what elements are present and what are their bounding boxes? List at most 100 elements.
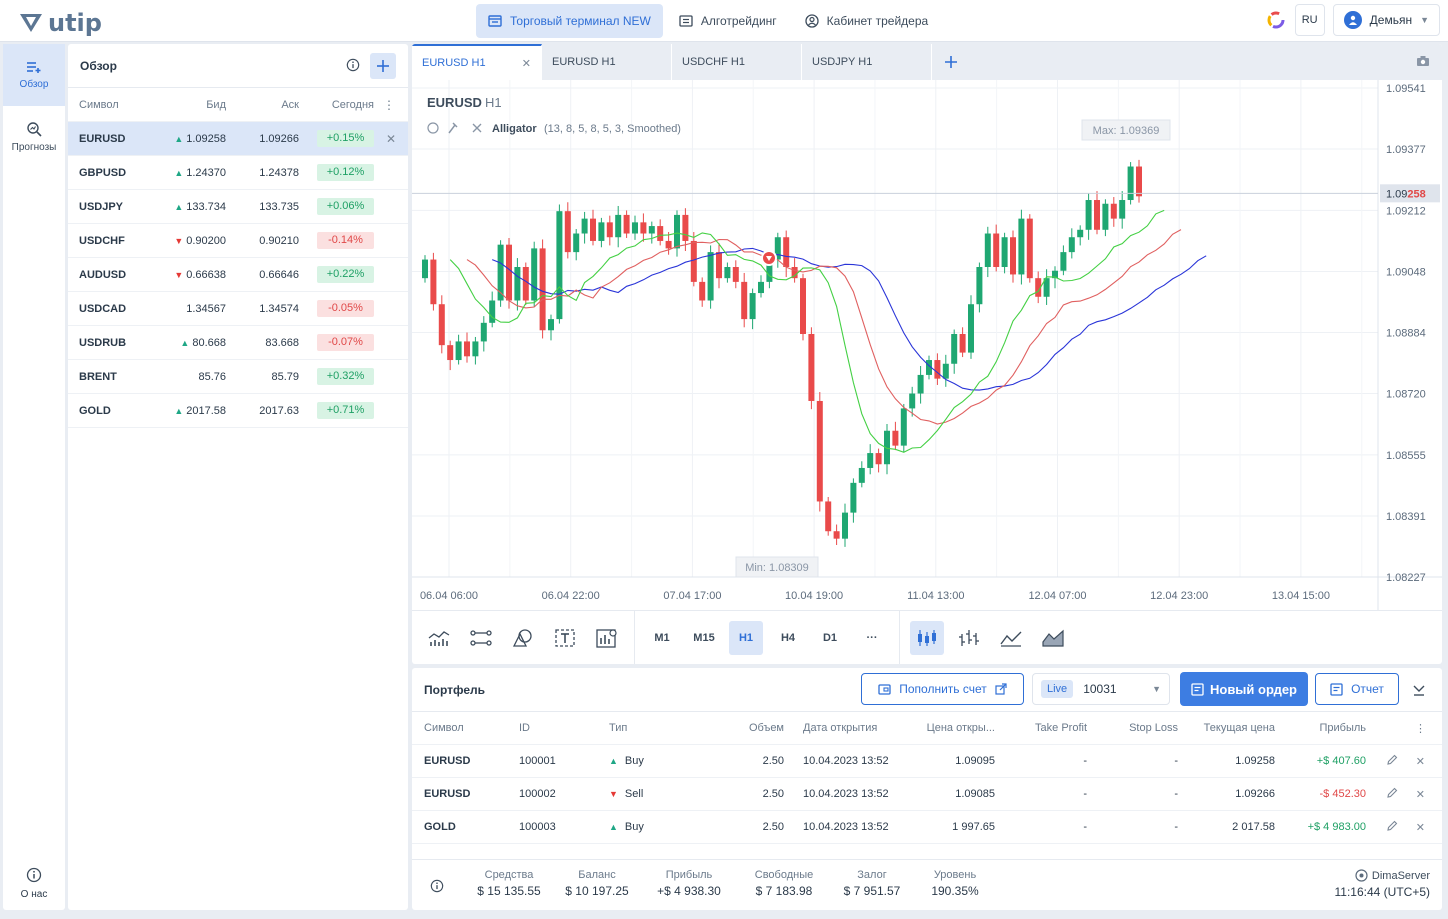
position-row[interactable]: GOLD 100003 ▲ Buy 2.50 10.04.2023 13:52 1 997.…: [412, 811, 1442, 844]
candle[interactable]: [783, 237, 790, 268]
rail-about[interactable]: О нас: [3, 867, 65, 900]
candle[interactable]: [422, 259, 428, 279]
candle[interactable]: [489, 300, 496, 323]
candle[interactable]: [1094, 200, 1100, 230]
candle[interactable]: [640, 222, 647, 234]
info-icon[interactable]: [346, 58, 360, 72]
language-button[interactable]: RU: [1294, 4, 1325, 36]
candle[interactable]: [892, 430, 899, 446]
candle[interactable]: [800, 278, 806, 334]
candle[interactable]: [690, 240, 697, 282]
edit-icon[interactable]: [1386, 820, 1398, 835]
col-profit[interactable]: Прибыль: [1319, 722, 1366, 734]
candle[interactable]: [976, 267, 983, 305]
candle[interactable]: [480, 322, 487, 342]
candle[interactable]: [472, 341, 479, 357]
chart-svg[interactable]: 1.09541 1.09377 1.09212 1.09048 1.08884 1.087…: [412, 80, 1442, 610]
new-order-button[interactable]: Новый ордер: [1180, 672, 1308, 706]
camera-icon[interactable]: [1416, 55, 1430, 67]
candle[interactable]: [590, 218, 596, 241]
candle[interactable]: [1052, 270, 1058, 279]
watchlist-row[interactable]: GBPUSD ▲ 1.24370 1.24378 +0.12%: [68, 156, 408, 190]
candle[interactable]: [564, 211, 571, 253]
candle[interactable]: [438, 304, 445, 346]
chart-tab[interactable]: EURUSD H1: [542, 44, 672, 80]
candle[interactable]: [522, 267, 529, 301]
timeframe-button[interactable]: H1: [729, 620, 763, 655]
nav-trading-terminal[interactable]: Торговый терминал NEW: [476, 4, 663, 38]
kebab-icon[interactable]: ⋮: [1415, 722, 1426, 735]
candle[interactable]: [825, 501, 832, 532]
candle[interactable]: [1010, 237, 1016, 275]
eye-icon[interactable]: [427, 122, 439, 134]
bars-icon[interactable]: [952, 621, 986, 655]
candle[interactable]: [657, 226, 664, 241]
candle[interactable]: [514, 267, 521, 301]
candle[interactable]: [581, 218, 588, 234]
candle[interactable]: [900, 408, 907, 446]
candle[interactable]: [749, 293, 756, 320]
position-row[interactable]: EURUSD 100001 ▲ Buy 2.50 10.04.2023 13:52 1.09…: [412, 745, 1442, 778]
candle[interactable]: [573, 233, 580, 253]
candle[interactable]: [665, 240, 672, 249]
candle[interactable]: [993, 233, 1000, 268]
candle[interactable]: [648, 226, 655, 234]
report-button[interactable]: Отчет: [1315, 673, 1399, 705]
timeframe-button[interactable]: ···: [866, 631, 878, 644]
col-take-profit[interactable]: Take Profit: [1035, 722, 1087, 734]
candle[interactable]: [1001, 237, 1008, 268]
rail-overview[interactable]: Обзор: [3, 44, 65, 106]
candles-icon[interactable]: [910, 620, 944, 655]
candle[interactable]: [632, 222, 638, 234]
col-open-price[interactable]: Цена откры...: [926, 722, 995, 734]
candle[interactable]: [539, 248, 546, 331]
candle[interactable]: [1077, 229, 1084, 238]
col-ask[interactable]: Аск: [281, 98, 299, 111]
candle[interactable]: [1026, 218, 1033, 279]
close-icon[interactable]: ✕: [521, 57, 531, 70]
chart-settings-icon[interactable]: [590, 621, 624, 655]
candle[interactable]: [758, 281, 764, 294]
col-bid[interactable]: Бид: [206, 98, 226, 111]
candle[interactable]: [1127, 166, 1134, 201]
candle[interactable]: [766, 259, 773, 282]
area-chart-icon[interactable]: [1036, 621, 1070, 655]
candle[interactable]: [867, 453, 874, 468]
candle[interactable]: [1136, 166, 1142, 197]
collapse-icon[interactable]: [1412, 682, 1426, 696]
close-icon[interactable]: ✕: [1415, 788, 1425, 801]
candle[interactable]: [934, 360, 941, 379]
candle[interactable]: [1102, 203, 1109, 230]
candle[interactable]: [1119, 200, 1126, 219]
candle[interactable]: [850, 482, 857, 513]
chart-tab[interactable]: USDJPY H1: [802, 44, 932, 80]
edit-icon[interactable]: [1386, 754, 1398, 769]
candle[interactable]: [724, 267, 731, 279]
indicators-icon[interactable]: [422, 621, 456, 655]
candle[interactable]: [984, 233, 991, 268]
candle[interactable]: [884, 430, 890, 465]
deposit-button[interactable]: Пополнить счет: [861, 673, 1024, 705]
timeframe-button[interactable]: M15: [693, 631, 715, 644]
candle[interactable]: [598, 222, 605, 241]
candle[interactable]: [774, 237, 781, 260]
chart-tab[interactable]: EURUSD H1 ✕: [412, 44, 542, 80]
logo[interactable]: utip: [18, 9, 102, 37]
candle[interactable]: [506, 244, 512, 301]
add-tab-button[interactable]: [932, 44, 970, 80]
candle[interactable]: [951, 333, 958, 364]
candle[interactable]: [623, 214, 630, 234]
position-row[interactable]: EURUSD 100002 ▼ Sell 2.50 10.04.2023 13:52 1.0…: [412, 778, 1442, 811]
candle[interactable]: [875, 453, 882, 465]
candle[interactable]: [674, 214, 680, 249]
theme-icon[interactable]: [1265, 9, 1287, 31]
candle[interactable]: [606, 222, 613, 238]
candle[interactable]: [1085, 200, 1092, 230]
candle[interactable]: [615, 214, 622, 238]
edit-icon[interactable]: [1386, 787, 1398, 802]
candle[interactable]: [1110, 203, 1117, 219]
candle[interactable]: [833, 531, 840, 539]
candle[interactable]: [447, 345, 454, 361]
rail-forecasts[interactable]: Прогнозы: [3, 106, 65, 168]
user-menu[interactable]: Демьян ▼: [1332, 4, 1440, 36]
